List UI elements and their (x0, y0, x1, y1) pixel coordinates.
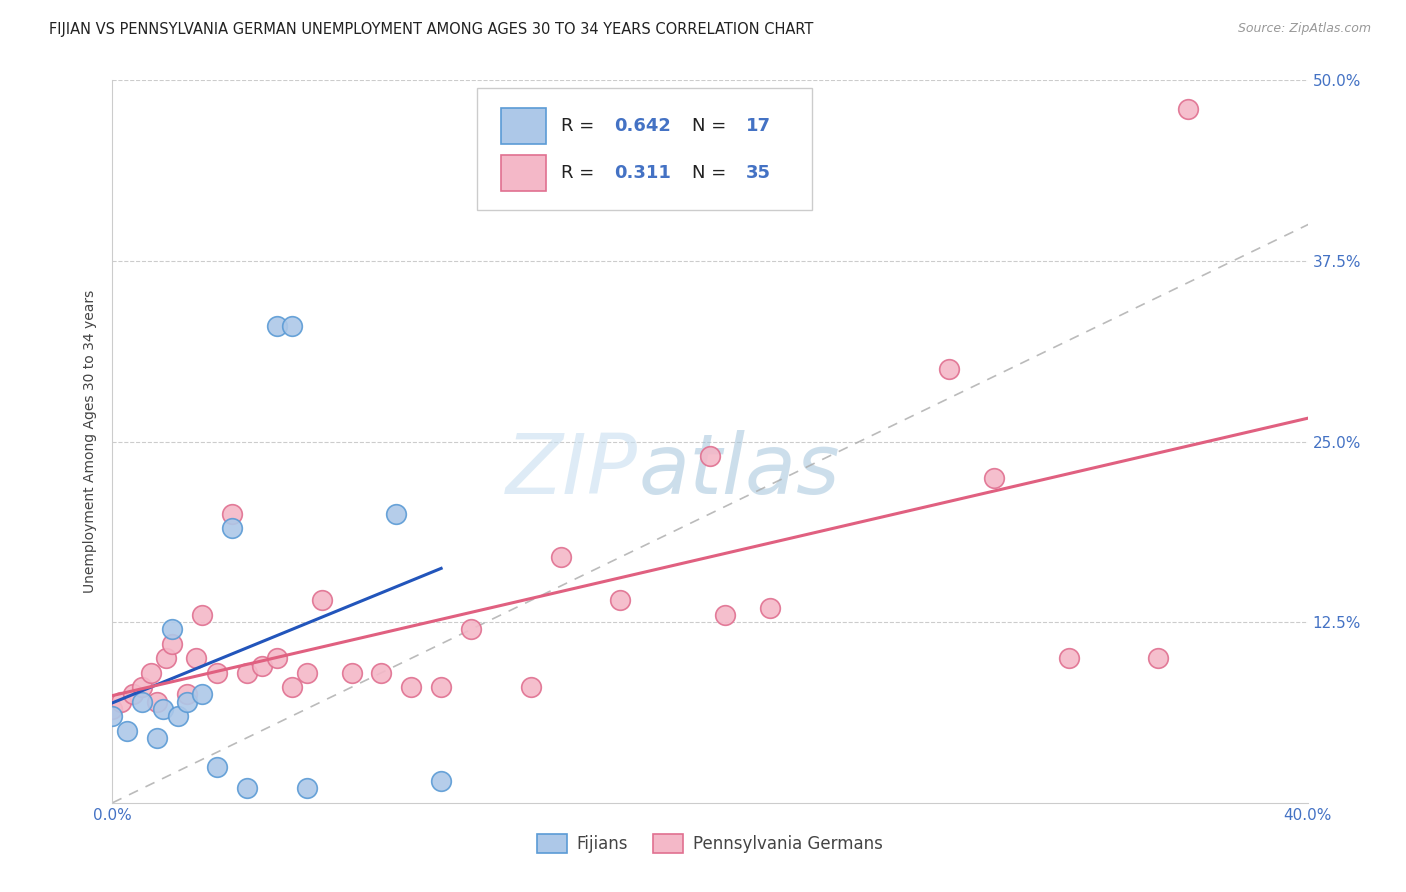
Point (983, 470, 1005, 484)
Text: atlas: atlas (638, 430, 839, 511)
Point (281, 680, 304, 694)
Point (370, 665, 392, 680)
Point (221, 507, 243, 521)
Point (205, 665, 228, 680)
Point (176, 687, 198, 701)
Point (430, 680, 453, 694)
Point (101, 702, 124, 716)
Point (152, 702, 174, 716)
Point (759, 600, 782, 615)
Point (609, 593, 631, 607)
Point (146, 695, 169, 709)
Text: N =: N = (692, 117, 733, 135)
Point (520, 680, 543, 694)
Point (221, 521, 243, 535)
Point (141, 665, 163, 680)
Point (311, 593, 333, 607)
Text: R =: R = (561, 117, 599, 135)
Point (236, 665, 259, 680)
FancyBboxPatch shape (501, 154, 547, 191)
Point (155, 651, 177, 665)
Point (266, 318, 288, 333)
Point (401, 680, 423, 694)
Point (122, 687, 145, 701)
Text: FIJIAN VS PENNSYLVANIA GERMAN UNEMPLOYMENT AMONG AGES 30 TO 34 YEARS CORRELATION: FIJIAN VS PENNSYLVANIA GERMAN UNEMPLOYME… (49, 22, 814, 37)
Text: 0.311: 0.311 (614, 164, 671, 182)
Point (236, 781, 259, 796)
Point (266, 651, 288, 665)
Point (938, 362, 960, 376)
Point (162, 637, 183, 651)
Point (699, 449, 721, 463)
Point (714, 607, 737, 622)
Point (176, 695, 198, 709)
Point (191, 687, 214, 701)
Point (1147, 651, 1170, 665)
FancyBboxPatch shape (501, 108, 547, 144)
Point (110, 695, 132, 709)
Text: 35: 35 (747, 164, 770, 182)
Point (162, 623, 183, 637)
Point (146, 731, 169, 745)
Point (460, 623, 482, 637)
Point (101, 709, 124, 723)
Y-axis label: Unemployment Among Ages 30 to 34 years: Unemployment Among Ages 30 to 34 years (83, 290, 97, 593)
Text: ZIP: ZIP (506, 430, 638, 511)
Point (1177, 102, 1199, 116)
Point (430, 774, 453, 789)
Legend: Fijians, Pennsylvania Germans: Fijians, Pennsylvania Germans (530, 827, 890, 860)
Point (385, 507, 408, 521)
Text: R =: R = (561, 164, 606, 182)
Point (250, 658, 273, 673)
Text: N =: N = (692, 164, 733, 182)
Text: Source: ZipAtlas.com: Source: ZipAtlas.com (1237, 22, 1371, 36)
Point (295, 665, 318, 680)
Text: 0.642: 0.642 (614, 117, 671, 135)
Point (550, 550, 572, 565)
Point (340, 665, 363, 680)
Point (131, 680, 153, 694)
Point (191, 607, 214, 622)
Point (186, 651, 208, 665)
Point (295, 781, 318, 796)
FancyBboxPatch shape (477, 87, 811, 211)
Point (1057, 651, 1080, 665)
Text: 17: 17 (747, 117, 770, 135)
Point (167, 709, 190, 723)
Point (281, 318, 304, 333)
Point (131, 695, 153, 709)
Point (205, 760, 228, 774)
Point (117, 723, 139, 738)
